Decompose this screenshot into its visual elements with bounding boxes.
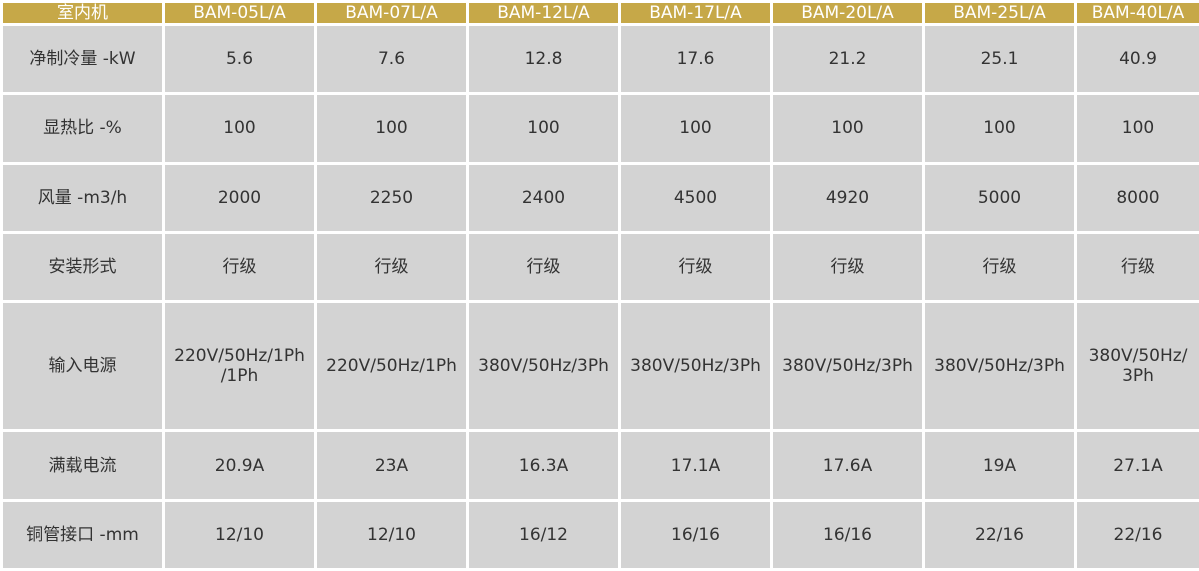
table-cell: 100 [314,92,469,165]
header-cell: BAM-07L/A [314,0,469,26]
table-cell: 17.6 [618,22,773,96]
row-label: 安装形式 [0,230,165,304]
header-cell: BAM-25L/A [922,0,1077,26]
table-cell: 5000 [922,161,1077,234]
table-cell: 行级 [770,230,925,304]
table-cell: 5.6 [162,22,317,96]
table-cell: 380V/50Hz/3Ph [770,299,925,433]
table-cell: 220V/50Hz/1Ph [314,299,469,433]
header-cell: BAM-20L/A [770,0,925,26]
table-cell: 4500 [618,161,773,234]
row-label: 净制冷量 -kW [0,22,165,96]
table-cell: 380V/50Hz/3Ph [618,299,773,433]
table-cell: 行级 [922,230,1077,304]
row-label: 满载电流 [0,429,165,502]
table-cell: 16.3A [466,429,621,502]
table-header: 室内机 BAM-05L/A BAM-07L/A BAM-12L/A BAM-17L/A B… [0,0,1199,26]
header-cell: 室内机 [0,0,165,26]
header-cell: BAM-40L/A [1074,0,1199,26]
table-cell: 22/16 [1074,498,1199,571]
table-row: 显热比 -% 100 100 100 100 100 100 100 [0,92,1199,165]
table-cell: 4920 [770,161,925,234]
table-cell: 380V/50Hz/3Ph [922,299,1077,433]
table-row: 铜管接口 -mm 12/10 12/10 16/12 16/16 16/16 22/16 22… [0,498,1199,571]
table-cell: 行级 [1074,230,1199,304]
header-cell: BAM-17L/A [618,0,773,26]
row-label: 铜管接口 -mm [0,498,165,571]
table-cell: 7.6 [314,22,469,96]
row-label: 显热比 -% [0,92,165,165]
header-cell: BAM-12L/A [466,0,621,26]
row-label: 输入电源 [0,299,165,433]
table-cell: 100 [922,92,1077,165]
table-cell: 100 [770,92,925,165]
table-cell: 16/16 [770,498,925,571]
table-cell: 380V/50Hz/3Ph [466,299,621,433]
table-cell: 行级 [466,230,621,304]
table-cell: 100 [618,92,773,165]
header-row: 室内机 BAM-05L/A BAM-07L/A BAM-12L/A BAM-17L/A B… [0,0,1199,26]
table-cell: 220V/50Hz/1Ph /1Ph [162,299,317,433]
table-cell: 25.1 [922,22,1077,96]
table-cell: 380V/50Hz/ 3Ph [1074,299,1199,433]
table-row: 安装形式 行级 行级 行级 行级 行级 行级 行级 [0,230,1199,304]
table-cell: 12.8 [466,22,621,96]
table-cell: 16/12 [466,498,621,571]
table-cell: 100 [162,92,317,165]
table-row: 风量 -m3/h 2000 2250 2400 4500 4920 5000 8000 [0,161,1199,234]
table-cell: 16/16 [618,498,773,571]
table-cell: 8000 [1074,161,1199,234]
table-cell: 20.9A [162,429,317,502]
table-cell: 行级 [618,230,773,304]
table-cell: 行级 [162,230,317,304]
row-label: 风量 -m3/h [0,161,165,234]
table-cell: 2250 [314,161,469,234]
table-cell: 17.1A [618,429,773,502]
table-cell: 100 [1074,92,1199,165]
table-cell: 2400 [466,161,621,234]
table-row: 输入电源 220V/50Hz/1Ph /1Ph 220V/50Hz/1Ph 380V/… [0,299,1199,433]
table-row: 净制冷量 -kW 5.6 7.6 12.8 17.6 21.2 25.1 40.9 [0,22,1199,96]
table-cell: 27.1A [1074,429,1199,502]
header-cell: BAM-05L/A [162,0,317,26]
table-cell: 23A [314,429,469,502]
table-cell: 12/10 [162,498,317,571]
table-row: 满载电流 20.9A 23A 16.3A 17.1A 17.6A 19A 27.1A [0,429,1199,502]
table-cell: 100 [466,92,621,165]
table-cell: 12/10 [314,498,469,571]
table-body: 净制冷量 -kW 5.6 7.6 12.8 17.6 21.2 25.1 40.9 显热比 -%… [0,22,1199,571]
table-cell: 40.9 [1074,22,1199,96]
table-cell: 22/16 [922,498,1077,571]
table-cell: 行级 [314,230,469,304]
table-cell: 2000 [162,161,317,234]
table-cell: 19A [922,429,1077,502]
table-cell: 17.6A [770,429,925,502]
table-cell: 21.2 [770,22,925,96]
